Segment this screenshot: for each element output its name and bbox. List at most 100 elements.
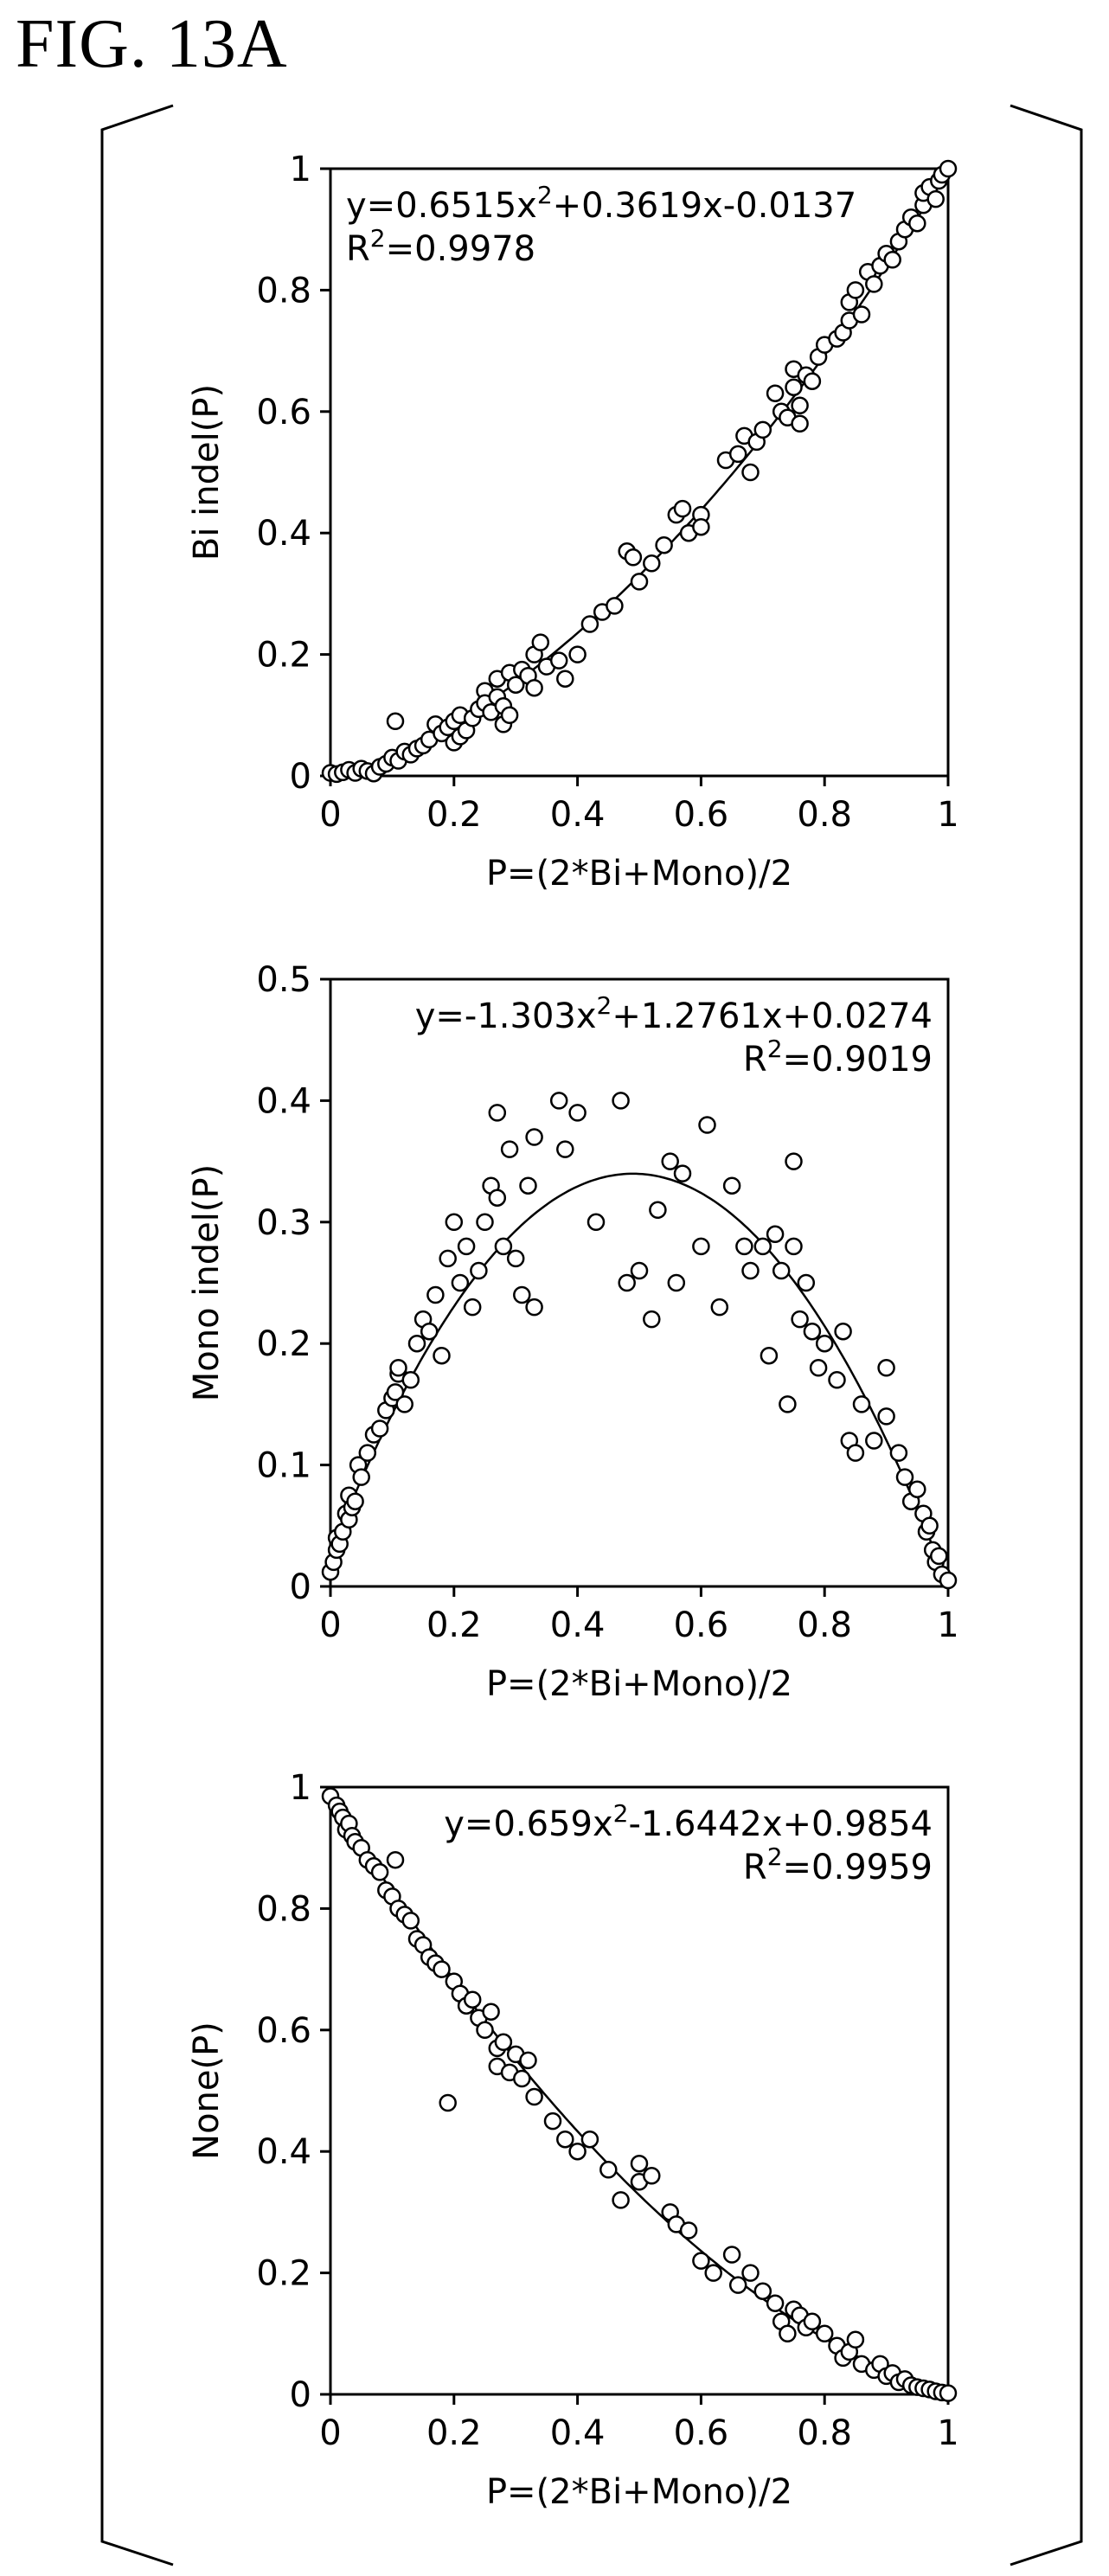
chart-2: 0 0.2 0.4 0.6 0.8 1 0 0.1 0.2 0.3 0.4 0.5 P=(2*Bi+Mo… [187, 960, 959, 1704]
y-tick-label: 0.5 [256, 960, 311, 1000]
data-point [612, 2191, 630, 2209]
data-point [753, 2282, 772, 2300]
x-tick-label: 0.4 [550, 795, 606, 835]
data-point [488, 1189, 507, 1207]
fit-equation: y=-1.303x2+1.2761x+0.0274 [415, 991, 933, 1037]
data-point [457, 1237, 476, 1256]
y-tick-label: 0 [290, 2375, 311, 2415]
data-point [643, 2167, 661, 2185]
data-point [488, 1104, 507, 1122]
data-point [513, 2069, 531, 2088]
data-point [846, 281, 865, 299]
data-point [728, 445, 747, 464]
data-point [612, 1092, 630, 1110]
data-point [482, 2002, 500, 2021]
left-bracket [100, 104, 174, 2566]
data-point [568, 2142, 587, 2161]
data-point [506, 676, 525, 694]
data-point [673, 499, 692, 518]
data-point [809, 1359, 828, 1377]
x-tick-label: 1 [937, 1605, 958, 1645]
data-point [433, 1346, 451, 1365]
data-point [785, 1237, 803, 1256]
data-point [673, 1164, 692, 1182]
y-axis-title: Bi indel(P) [187, 384, 227, 561]
data-point [939, 159, 958, 178]
data-point [852, 305, 871, 324]
data-point [939, 2384, 958, 2402]
x-tick-label: 0 [319, 2413, 341, 2453]
data-point [525, 1128, 543, 1146]
y-tick-label: 0.4 [256, 514, 311, 554]
data-point [407, 1334, 426, 1353]
data-point [661, 1152, 679, 1170]
data-point [580, 2130, 599, 2149]
data-point [568, 1104, 587, 1122]
x-tick-label: 0.8 [797, 1605, 852, 1645]
data-point [877, 1359, 895, 1377]
data-point [386, 1383, 405, 1401]
data-point [698, 1116, 716, 1134]
y-axis-title: Mono indel(P) [187, 1164, 227, 1401]
data-point [741, 2264, 760, 2282]
data-point [692, 1237, 710, 1256]
figure-title: FIG. 13A [16, 6, 288, 82]
y-tick-label: 1 [290, 1768, 311, 1808]
data-point [549, 1092, 568, 1110]
data-point [630, 1261, 649, 1280]
y-tick-label: 0.1 [256, 1446, 311, 1486]
x-tick-label: 1 [937, 2413, 958, 2453]
data-point [692, 517, 710, 536]
x-tick-label: 0.4 [550, 1605, 606, 1645]
data-point [606, 597, 624, 615]
x-axis-title: P=(2*Bi+Mono)/2 [486, 854, 792, 894]
data-point [494, 2033, 513, 2052]
x-tick-label: 0.2 [426, 795, 482, 835]
data-point [728, 2276, 747, 2294]
data-point [785, 1152, 803, 1170]
y-tick-label: 0 [290, 757, 311, 797]
data-point [797, 1273, 816, 1292]
data-point [439, 1249, 457, 1268]
x-tick-label: 0.8 [797, 795, 852, 835]
data-point [386, 712, 405, 731]
data-point [395, 1395, 413, 1413]
y-tick-label: 0.4 [256, 1081, 311, 1121]
data-point [463, 1298, 482, 1317]
x-tick-label: 0 [319, 1605, 341, 1645]
y-tick-label: 0.2 [256, 636, 311, 676]
data-point [643, 554, 661, 573]
data-point [753, 1237, 772, 1256]
data-point [883, 251, 901, 269]
data-point [470, 1261, 488, 1280]
r-squared: R2=0.9019 [743, 1035, 933, 1080]
data-point [785, 378, 803, 396]
fit-equation: y=0.6515x2+0.3619x-0.0137 [346, 181, 856, 227]
data-point [704, 2264, 722, 2282]
data-point [401, 1912, 420, 1930]
data-point [556, 670, 574, 688]
data-point [741, 1261, 760, 1280]
right-bracket [1010, 104, 1083, 2566]
data-point [352, 1468, 370, 1486]
data-point [568, 645, 587, 663]
data-point [543, 2111, 562, 2131]
data-point [803, 1322, 822, 1341]
r-squared: R2=0.9978 [346, 224, 535, 270]
data-point [815, 2324, 834, 2343]
data-point [803, 2312, 822, 2331]
data-point [630, 573, 649, 591]
y-tick-label: 0 [290, 1567, 311, 1607]
data-point [624, 548, 643, 567]
data-point [939, 1571, 958, 1590]
y-tick-label: 0.2 [256, 2254, 311, 2294]
data-point [556, 1140, 574, 1158]
x-tick-label: 0.6 [674, 1605, 729, 1645]
y-tick-label: 1 [290, 150, 311, 189]
fit-curve [329, 1172, 950, 1586]
data-point [370, 1863, 389, 1881]
data-point [908, 1480, 926, 1498]
data-point [525, 678, 543, 697]
data-point [426, 1285, 445, 1304]
